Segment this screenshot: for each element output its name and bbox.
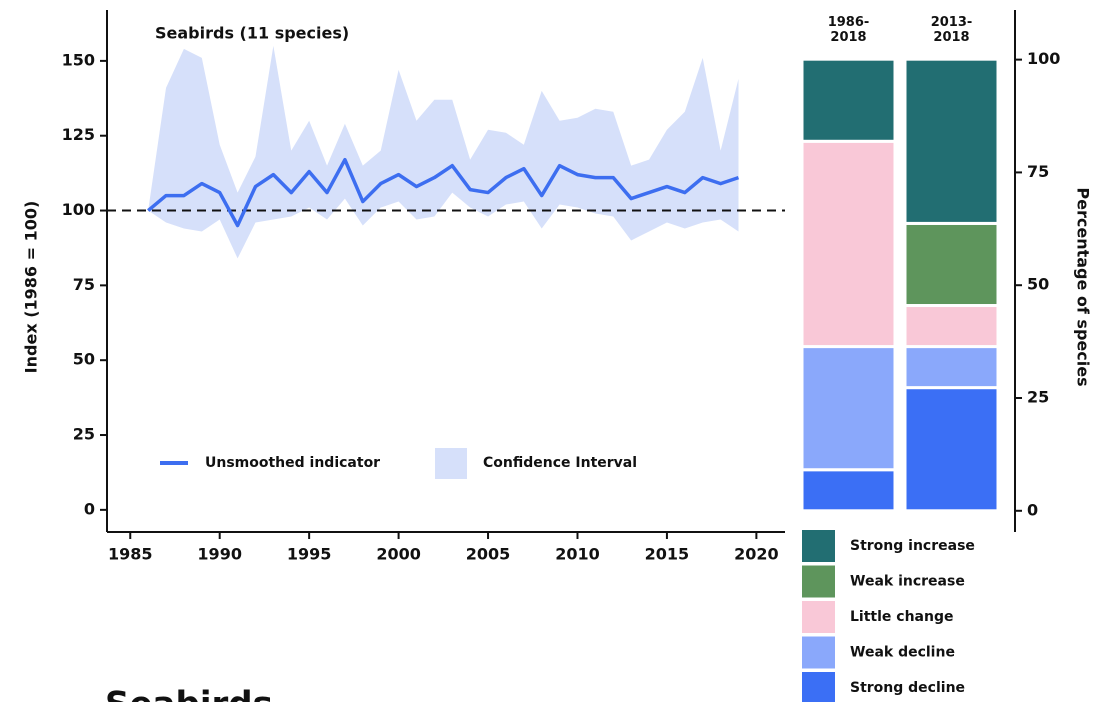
x-tick-label: 2000	[376, 545, 421, 564]
chart-title: Seabirds (11 species)	[155, 24, 349, 43]
category-label: 1986-2018	[828, 15, 870, 45]
y-tick-label: 125	[62, 125, 95, 144]
confidence-band	[148, 45, 739, 259]
category-label: 2013-2018	[931, 15, 973, 45]
y-tick-label: 100	[62, 200, 95, 219]
x-tick-label: 2010	[555, 545, 600, 564]
bar-segment	[903, 57, 1000, 225]
legend-swatch	[802, 636, 835, 669]
y-axis-label: Index (1986 = 100)	[22, 201, 41, 374]
y2-tick-label: 75	[1027, 162, 1049, 181]
x-tick-label: 1995	[287, 545, 332, 564]
legend-swatch	[802, 672, 835, 702]
y-tick-label: 50	[73, 350, 95, 369]
y-tick-label: 0	[84, 499, 95, 518]
legend-swatch	[802, 530, 835, 562]
legend-label: Confidence Interval	[483, 455, 637, 471]
x-tick-label: 2005	[466, 545, 511, 564]
category-label-line: 2018	[933, 30, 969, 45]
legend-label: Strong increase	[850, 538, 975, 554]
category-label-line: 1986-	[828, 15, 870, 30]
y2-axis-label: Percentage of species	[1074, 187, 1093, 386]
x-tick-label: 2020	[734, 545, 779, 564]
legend-label: Strong decline	[850, 680, 965, 696]
legend-label: Unsmoothed indicator	[205, 455, 380, 471]
y2-tick-label: 50	[1027, 275, 1049, 294]
bar-segment	[800, 345, 897, 472]
y-tick-label: 25	[73, 425, 95, 444]
y2-tick-label: 0	[1027, 500, 1038, 519]
category-label-line: 2018	[830, 30, 866, 45]
bar-segment	[800, 468, 897, 513]
bar-segment	[903, 386, 1000, 513]
section-heading: Seabirds	[105, 685, 273, 702]
y2-tick-label: 25	[1027, 388, 1049, 407]
legend-band-swatch	[435, 448, 467, 479]
bar-segment	[903, 221, 1000, 308]
indicator-line	[147, 157, 740, 228]
legend-label: Little change	[850, 609, 953, 625]
legend-label: Weak decline	[850, 645, 955, 661]
category-label-line: 2013-	[931, 15, 973, 30]
legend-swatch	[802, 565, 835, 598]
bar-segment	[800, 57, 897, 143]
bar-segment	[800, 139, 897, 349]
x-tick-label: 2015	[645, 545, 690, 564]
y-tick-label: 75	[73, 275, 95, 294]
bar-segment	[903, 345, 1000, 390]
legend-swatch	[802, 601, 835, 633]
y-tick-label: 150	[62, 50, 95, 69]
legend-label: Weak increase	[850, 574, 965, 590]
x-tick-label: 1985	[108, 545, 153, 564]
bar-segment	[903, 304, 1000, 349]
y2-tick-label: 100	[1027, 49, 1060, 68]
x-tick-label: 1990	[197, 545, 242, 564]
